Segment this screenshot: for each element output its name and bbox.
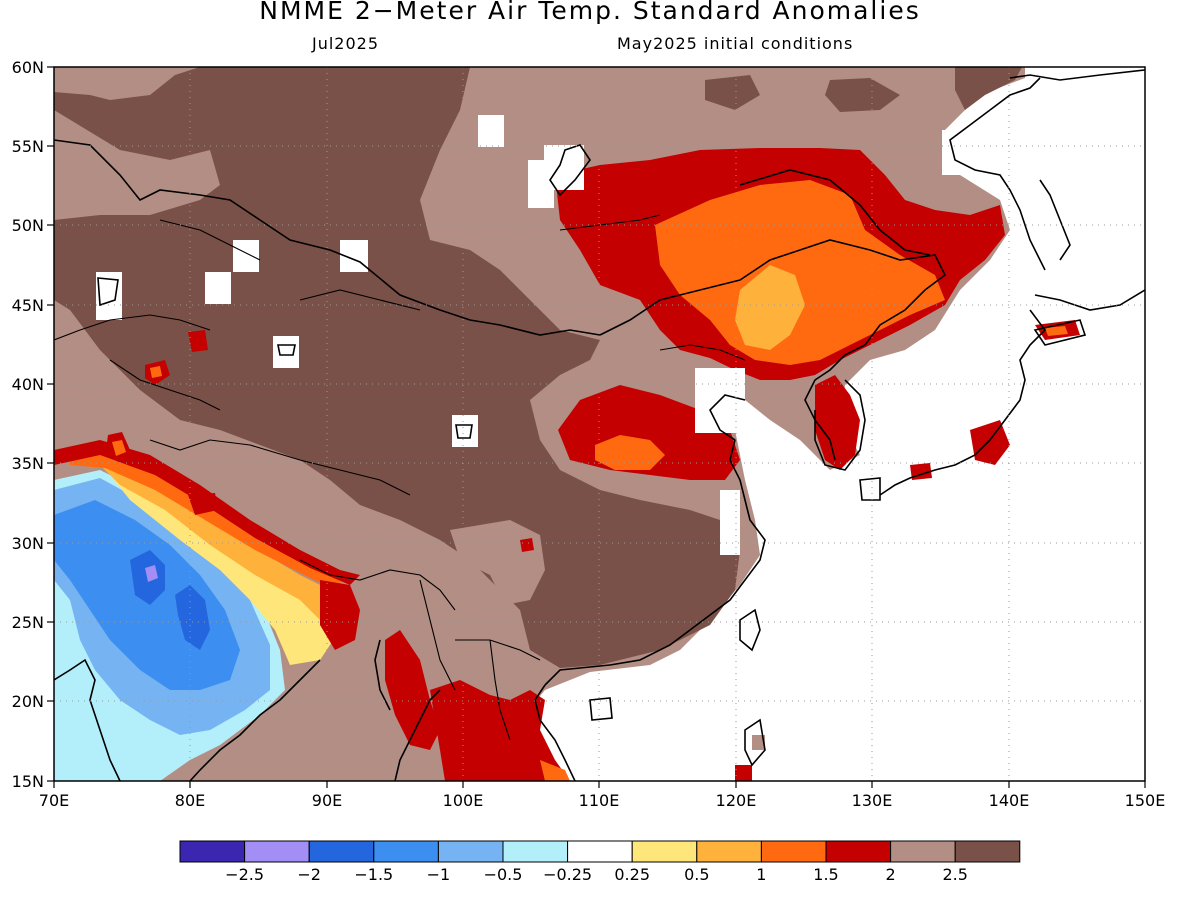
latitude-labels: 60N 55N 50N 45N 40N 35N 30N 25N 20N 15N [12, 58, 44, 791]
lat-label: 40N [12, 375, 44, 394]
anomaly-region-warm-15-taiwan [735, 765, 752, 781]
colorbar-label: −1 [427, 865, 451, 884]
anomaly-region-warm-15-japan [970, 420, 1010, 465]
colorbar-swatch [308, 840, 375, 863]
anomaly-region-warm-himalaya-05 [100, 465, 345, 630]
anomaly-region-warm-himalaya-15 [54, 440, 360, 585]
anomaly-region-warm-himalaya-1 [70, 450, 345, 595]
colorbar-label: −0.25 [543, 865, 592, 884]
anomaly-region-warm-15-burma [385, 630, 440, 750]
colorbar-label: −2.5 [225, 865, 264, 884]
anomaly-region-strong-warm-ne2 [705, 75, 760, 110]
lon-label: 70E [39, 791, 69, 810]
initial-conditions: May2025 initial conditions [617, 34, 854, 53]
gridlines [54, 67, 1145, 781]
country-borders [54, 214, 746, 741]
anomaly-region-warm-1-central [595, 435, 665, 470]
lat-label: 60N [12, 58, 44, 77]
anomaly-region-warm-15-bangladesh [320, 580, 360, 650]
lat-label: 55N [12, 137, 44, 156]
colorbar-swatch [373, 840, 439, 863]
anomaly-region-warm-1-westtip [112, 440, 126, 456]
colorbar-swatch [825, 840, 892, 863]
lat-label: 45N [12, 296, 44, 315]
lat-label: 50N [12, 216, 44, 235]
lon-label: 140E [989, 791, 1030, 810]
masked-lake-cells [96, 115, 972, 555]
lat-label: 35N [12, 454, 44, 473]
anomaly-region-warm-2-patch-nw [54, 67, 200, 100]
lon-label: 120E [716, 791, 757, 810]
colorbar-label: 0.5 [684, 865, 709, 884]
colorbar-label: −2 [297, 865, 321, 884]
anomaly-region-strong-warm-ne [955, 67, 1022, 110]
anomaly-region-warm-05-ne [735, 265, 805, 350]
anomaly-region-warm-1-kaz [150, 366, 162, 378]
colorbar-label: 0.25 [614, 865, 650, 884]
colorbar-labels: −2.5 −2 −1.5 −1 −0.5 −0.25 0.25 0.5 1 1.5 2 2.5 [225, 865, 968, 884]
anomaly-region-warm-15-indochina [430, 680, 570, 781]
colorbar-swatch [954, 840, 1021, 863]
colorbar-swatch [890, 840, 956, 863]
anomaly-region-warm-15-korea [815, 375, 860, 470]
anomaly-region-cool-025-sw [54, 690, 110, 781]
colorbar-label: 2.5 [942, 865, 967, 884]
target-month: Jul2025 [312, 34, 380, 53]
lon-label: 100E [443, 791, 484, 810]
colorbar-label: −1.5 [354, 865, 393, 884]
colorbar-swatch [696, 840, 762, 863]
anomaly-region-warm-1-indochina [540, 760, 570, 781]
anomaly-region-strong-warm-n [825, 78, 900, 112]
lon-label: 130E [852, 791, 893, 810]
colorbar-swatch [179, 840, 246, 863]
lat-label: 15N [12, 772, 44, 791]
axis-ticks [47, 66, 1146, 788]
anomaly-region-warm-himalaya-025 [110, 475, 340, 665]
colorbar-label: 1.5 [813, 865, 838, 884]
colorbar-swatch [437, 840, 504, 863]
colorbar-label: 2 [886, 865, 896, 884]
lat-label: 25N [12, 613, 44, 632]
map-plot-area [54, 67, 1145, 781]
anomaly-region-warm-15-tibet1 [188, 493, 218, 515]
anomaly-region-warm-2-patch-tibet [200, 450, 330, 515]
colorbar-swatch [244, 840, 310, 863]
map-title: NMME 2−Meter Air Temp. Standard Anomalie… [259, 0, 921, 25]
colorbar-swatch [631, 840, 698, 863]
lon-label: 110E [579, 791, 620, 810]
lon-label: 90E [312, 791, 342, 810]
anomaly-region-warm-1-hokkaido [1045, 326, 1068, 336]
lat-label: 20N [12, 692, 44, 711]
coastlines [54, 69, 1145, 781]
colorbar-swatch [502, 840, 569, 863]
longitude-labels: 70E 80E 90E 100E 110E 120E 130E 140E 150… [39, 791, 1166, 810]
colorbar-swatch [760, 840, 827, 863]
colorbar [179, 840, 1021, 863]
anomaly-region-strong-warm [54, 67, 740, 668]
colorbar-label: 1 [756, 865, 766, 884]
lon-label: 150E [1125, 791, 1166, 810]
colorbar-label: −0.5 [484, 865, 523, 884]
anomaly-region-warm-2-patch-sw [330, 525, 470, 620]
anomaly-region-warm-1-ne [655, 180, 945, 365]
anomaly-region-cool-2 [145, 565, 158, 582]
lat-label: 30N [12, 534, 44, 553]
anomaly-region-warm-15-kaz2 [188, 330, 208, 352]
colorbar-swatch [567, 840, 633, 863]
anomaly-region-cool-15-east [175, 585, 210, 650]
anomaly-region-warm-2-taiwan [752, 735, 765, 750]
lon-label: 80E [175, 791, 205, 810]
anomaly-region-warm-15-tibet2 [520, 538, 534, 552]
